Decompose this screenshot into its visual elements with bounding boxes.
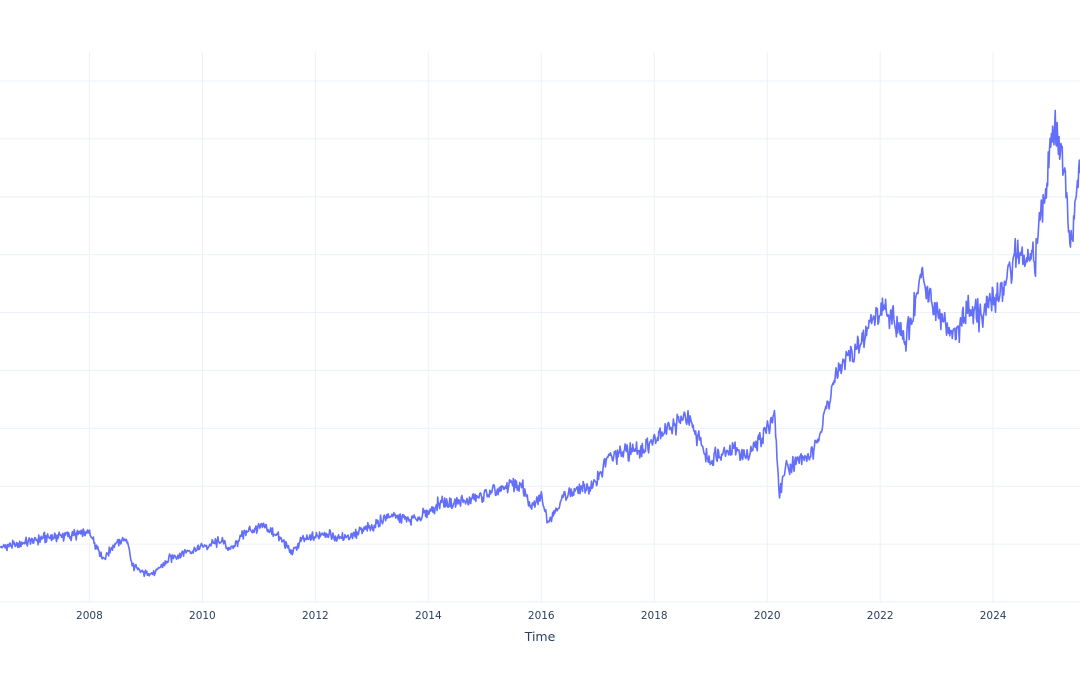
x-tick-label: 2010 <box>189 610 216 622</box>
gridlines <box>0 52 1080 603</box>
x-tick-label: 2012 <box>302 610 329 622</box>
series-line <box>0 109 1080 578</box>
x-tick-label: 2020 <box>754 610 781 622</box>
x-tick-label: 2008 <box>76 610 103 622</box>
x-tick-label: 2022 <box>867 610 894 622</box>
series-layer <box>0 109 1080 578</box>
x-tick-label: 2024 <box>980 610 1007 622</box>
x-tick-label: 2016 <box>528 610 555 622</box>
x-tick-label: 2018 <box>641 610 668 622</box>
x-tick-label: 2014 <box>415 610 442 622</box>
x-axis-ticks: 2008 2010 2012 2014 2016 2018 2020 2022 2024 <box>76 610 1007 622</box>
x-axis-title: Time <box>524 629 556 644</box>
